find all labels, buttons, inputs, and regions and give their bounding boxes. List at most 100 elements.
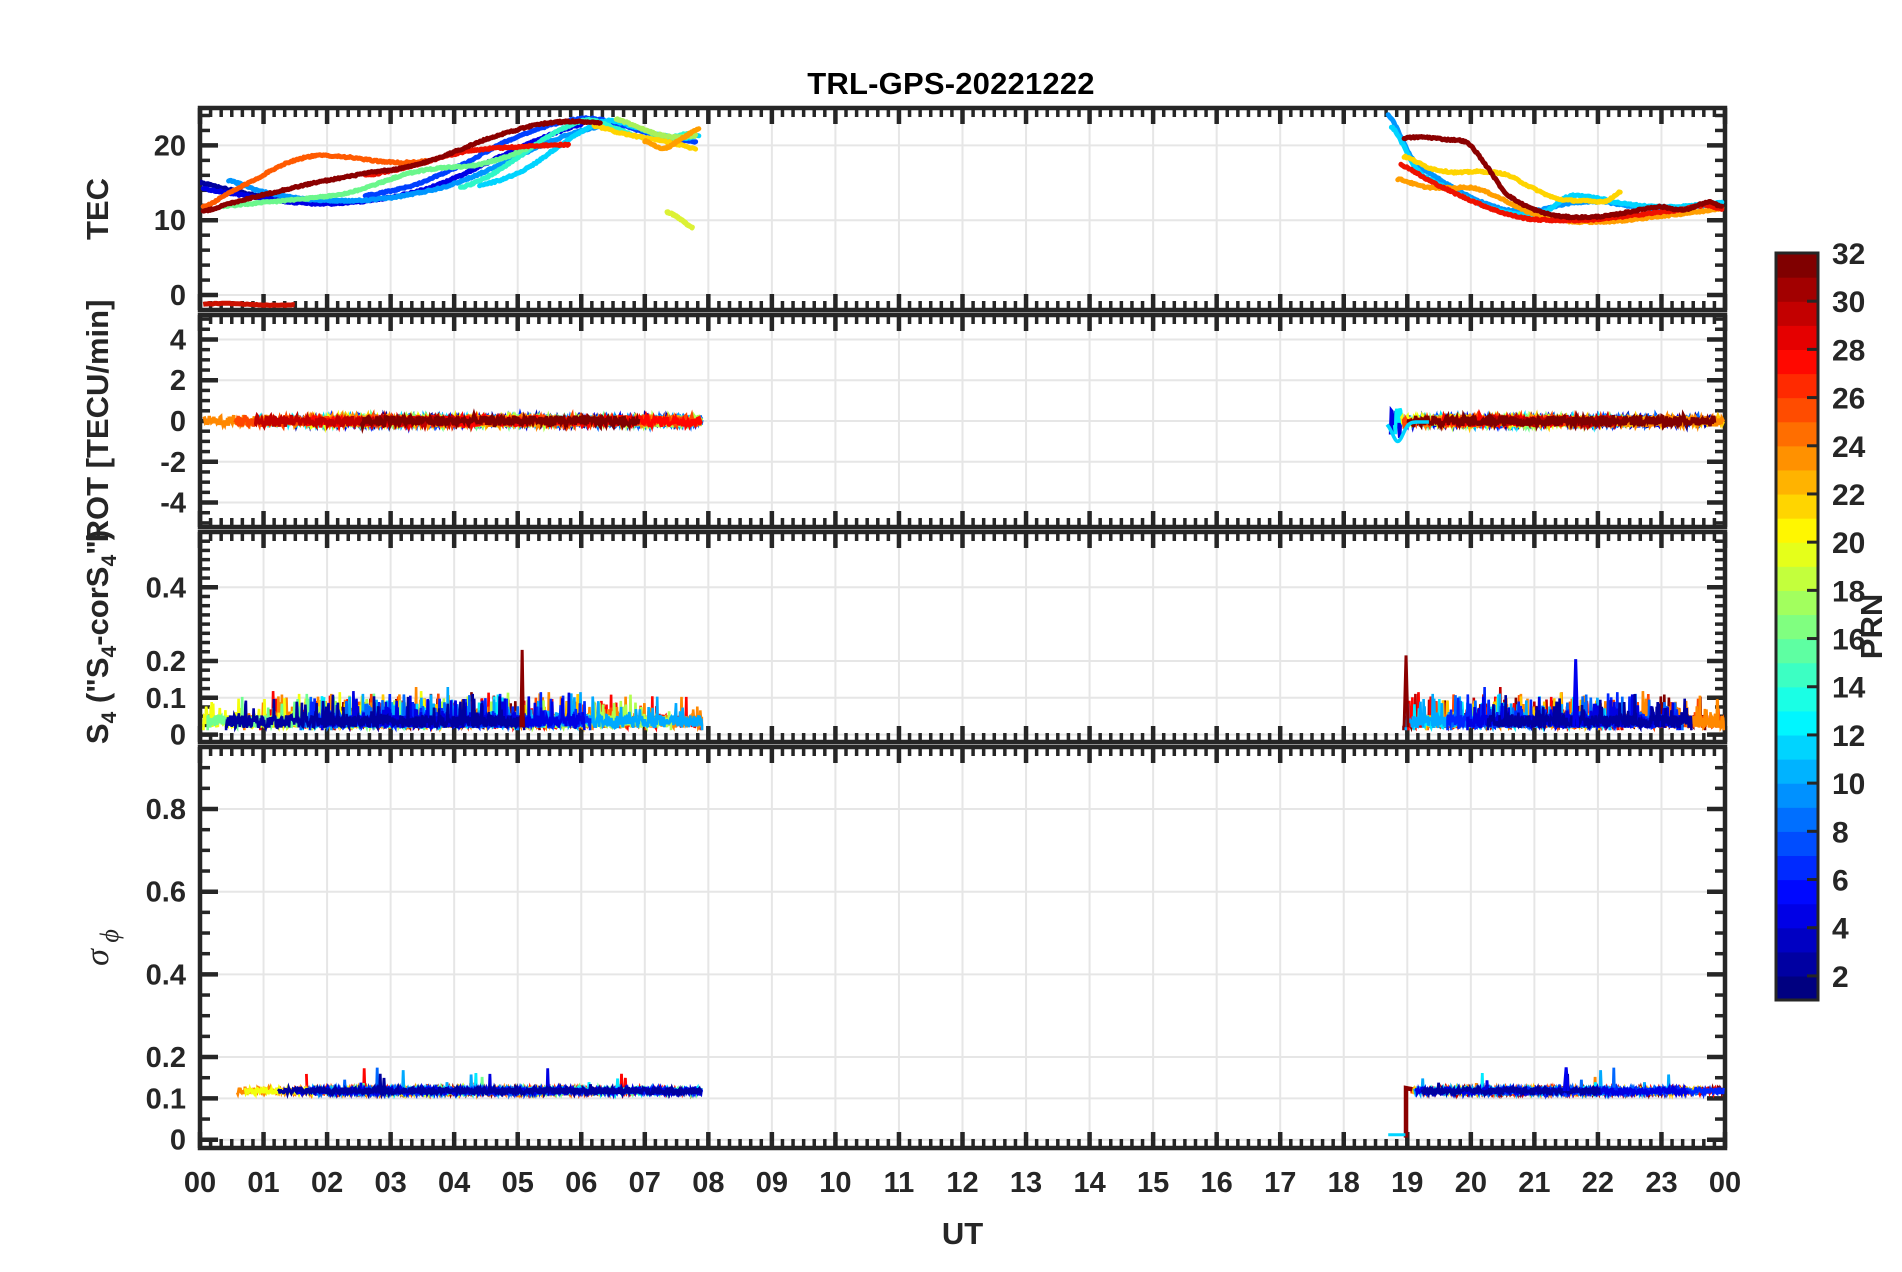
- x-tick-label: 11: [884, 1167, 915, 1199]
- colorbar-tick-label: 14: [1832, 672, 1866, 705]
- x-tick-label: 21: [1518, 1167, 1550, 1199]
- colorbar-tick-label: 24: [1832, 431, 1866, 464]
- x-tick-label: 00: [1709, 1167, 1741, 1199]
- colorbar-band: [1776, 518, 1818, 543]
- colorbar-band: [1776, 783, 1818, 808]
- y-axis-label-tec: TEC: [80, 178, 115, 240]
- y-tick-label: 4: [170, 324, 186, 356]
- svg-text:S4 ("S4-corS4"): S4 ("S4-corS4"): [80, 530, 121, 744]
- colorbar-band: [1776, 590, 1818, 616]
- colorbar-tick-label: 6: [1832, 865, 1849, 898]
- rot-trace-prn-32: [359, 408, 641, 435]
- sigmaphi-trace-prn-2: [276, 1073, 703, 1100]
- colorbar-band: [1776, 493, 1818, 519]
- sigmaphi-step-onset: [1403, 1085, 1413, 1138]
- colorbar-band: [1776, 277, 1818, 302]
- tec-trace-prn-20: [664, 209, 695, 231]
- tec-trace-prn-24: [642, 126, 702, 152]
- x-tick-label: 16: [1201, 1167, 1233, 1199]
- colorbar-tick-label: 28: [1832, 334, 1865, 367]
- colorbar-tick-label: 20: [1832, 527, 1865, 560]
- s4-peak-spike-evening: [1402, 655, 1410, 728]
- x-tick-label: 22: [1582, 1167, 1614, 1199]
- x-tick-label: 13: [1010, 1167, 1042, 1199]
- x-axis-label: UT: [942, 1216, 983, 1251]
- rot-traces: [202, 405, 1725, 444]
- y-tick-label: 0: [170, 1125, 186, 1157]
- s4-trace-prn-2: [1486, 693, 1693, 733]
- colorbar-band: [1776, 855, 1818, 881]
- colorbar-band: [1776, 373, 1818, 399]
- colorbar-band: [1776, 927, 1818, 953]
- colorbar-band: [1776, 397, 1818, 423]
- colorbar-band: [1776, 614, 1818, 640]
- colorbar-tick-label: 22: [1832, 479, 1865, 512]
- y-tick-label: 0.1: [146, 1083, 186, 1115]
- page-title: TRL-GPS-20221222: [807, 66, 1095, 101]
- sigmaphi-blip: [1562, 1067, 1570, 1092]
- y-tick-label: 0.4: [146, 959, 186, 991]
- x-tick-label: 19: [1391, 1167, 1423, 1199]
- tec-lowband-trace: [202, 300, 295, 308]
- y-tick-label: 20: [154, 130, 186, 162]
- colorbar-band: [1776, 734, 1818, 760]
- colorbar-band: [1776, 445, 1818, 471]
- sigmaphi-traces: [235, 1067, 1725, 1138]
- x-tick-label: 04: [438, 1167, 470, 1199]
- y-tick-label: 10: [154, 205, 186, 237]
- y-tick-label: -2: [160, 447, 186, 479]
- colorbar-band: [1776, 903, 1818, 929]
- colorbar-band: [1776, 662, 1818, 688]
- panel-sigma_phi: 0 0.1 0.2 0.4 0.6 0.8: [146, 744, 1728, 1157]
- colorbar-band: [1776, 759, 1818, 784]
- colorbar-band: [1776, 253, 1818, 278]
- colorbar-label: PRN: [1854, 594, 1889, 659]
- x-tick-label: 05: [502, 1167, 534, 1199]
- colorbar-tick-label: 8: [1832, 816, 1849, 849]
- colorbar-tick-label: 12: [1832, 720, 1865, 753]
- y-tick-label: 0.6: [146, 877, 186, 909]
- y-tick-label: 0: [170, 280, 186, 312]
- colorbar-band: [1776, 542, 1818, 567]
- x-tick-label: 10: [819, 1167, 851, 1199]
- y-tick-label: 0.2: [146, 1042, 186, 1074]
- colorbar-tick-label: 10: [1832, 768, 1865, 801]
- y-tick-label: 0.8: [146, 794, 186, 826]
- tec-trace-prn-16: [219, 142, 540, 210]
- y-axis-label-sigmaphi: σ ϕ: [79, 929, 124, 966]
- x-tick-label: 03: [374, 1167, 406, 1199]
- s4-peak-spike: [519, 649, 525, 728]
- colorbar-band: [1776, 349, 1818, 375]
- s4-trace-prn-2: [224, 693, 526, 733]
- colorbar-band: [1776, 421, 1818, 447]
- sigmaphi-trace-prn-2: [1420, 1073, 1601, 1099]
- tec-trace-prn-26: [200, 152, 432, 210]
- tec-trace-prn-32: [200, 118, 603, 214]
- y-tick-label: 0: [170, 406, 186, 438]
- x-tick-label: 00: [184, 1167, 216, 1199]
- y-tick-label: 0.4: [146, 572, 186, 604]
- y-tick-label: -4: [160, 488, 186, 520]
- x-tick-label: 02: [311, 1167, 343, 1199]
- x-tick-label: 01: [247, 1167, 279, 1199]
- colorbar-band: [1776, 807, 1818, 832]
- panel-tec: 0 10 20: [154, 105, 1728, 313]
- y-tick-label: 0.1: [146, 683, 186, 715]
- x-tick-label: 17: [1264, 1167, 1296, 1199]
- y-tick-label: 0.2: [146, 646, 186, 678]
- colorbar-tick-label: 32: [1832, 238, 1865, 271]
- s4-traces: [202, 649, 1725, 733]
- y-axis-label-s4: S4 ("S4-corS4"): [80, 530, 121, 744]
- colorbar-band: [1776, 831, 1818, 857]
- colorbar-band: [1776, 566, 1818, 591]
- colorbar-band: [1776, 638, 1818, 664]
- tec-trace-prn-28: [1398, 161, 1725, 224]
- x-tick-label: 18: [1328, 1167, 1360, 1199]
- s4-peak-spike-blue: [1572, 659, 1580, 728]
- colorbar-band: [1776, 975, 1818, 1001]
- colorbar-tick-label: 30: [1832, 286, 1865, 319]
- colorbar-tick-label: 2: [1832, 961, 1849, 994]
- y-axis-label-rot: ROT [TECU/min]: [80, 300, 115, 543]
